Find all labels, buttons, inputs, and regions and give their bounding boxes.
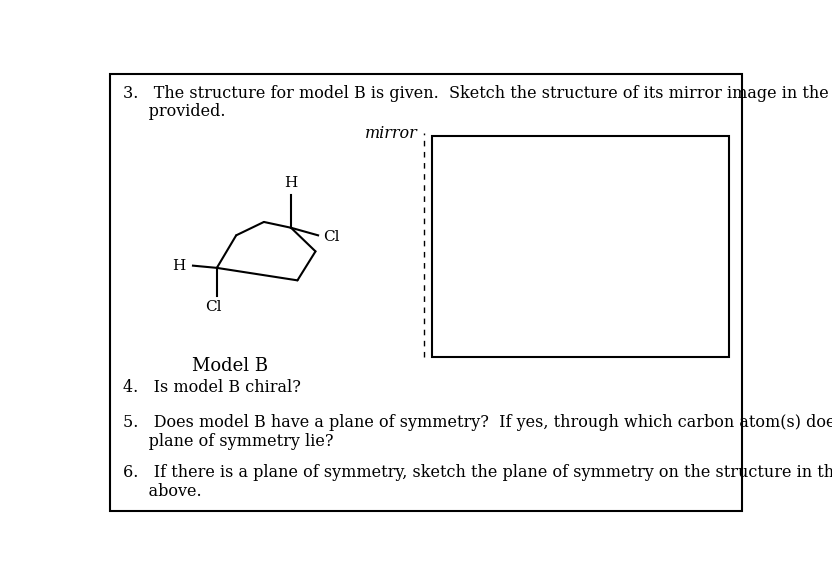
Text: plane of symmetry lie?: plane of symmetry lie? [123,433,334,450]
Text: 4.   Is model B chiral?: 4. Is model B chiral? [123,379,301,397]
Text: Cl: Cl [324,230,339,244]
Text: 5.   Does model B have a plane of symmetry?  If yes, through which carbon atom(s: 5. Does model B have a plane of symmetry… [123,413,832,431]
Text: mirror: mirror [364,125,418,142]
Text: above.: above. [123,483,202,500]
Text: Model B: Model B [191,357,268,375]
Text: 6.   If there is a plane of symmetry, sketch the plane of symmetry on the struct: 6. If there is a plane of symmetry, sket… [123,464,832,481]
Text: provided.: provided. [123,103,225,120]
Text: H: H [285,176,298,190]
Text: Cl: Cl [206,300,222,314]
Text: H: H [172,259,186,273]
Bar [432,137,730,357]
Text: 3.   The structure for model B is given.  Sketch the structure of its mirror ima: 3. The structure for model B is given. S… [123,85,832,102]
